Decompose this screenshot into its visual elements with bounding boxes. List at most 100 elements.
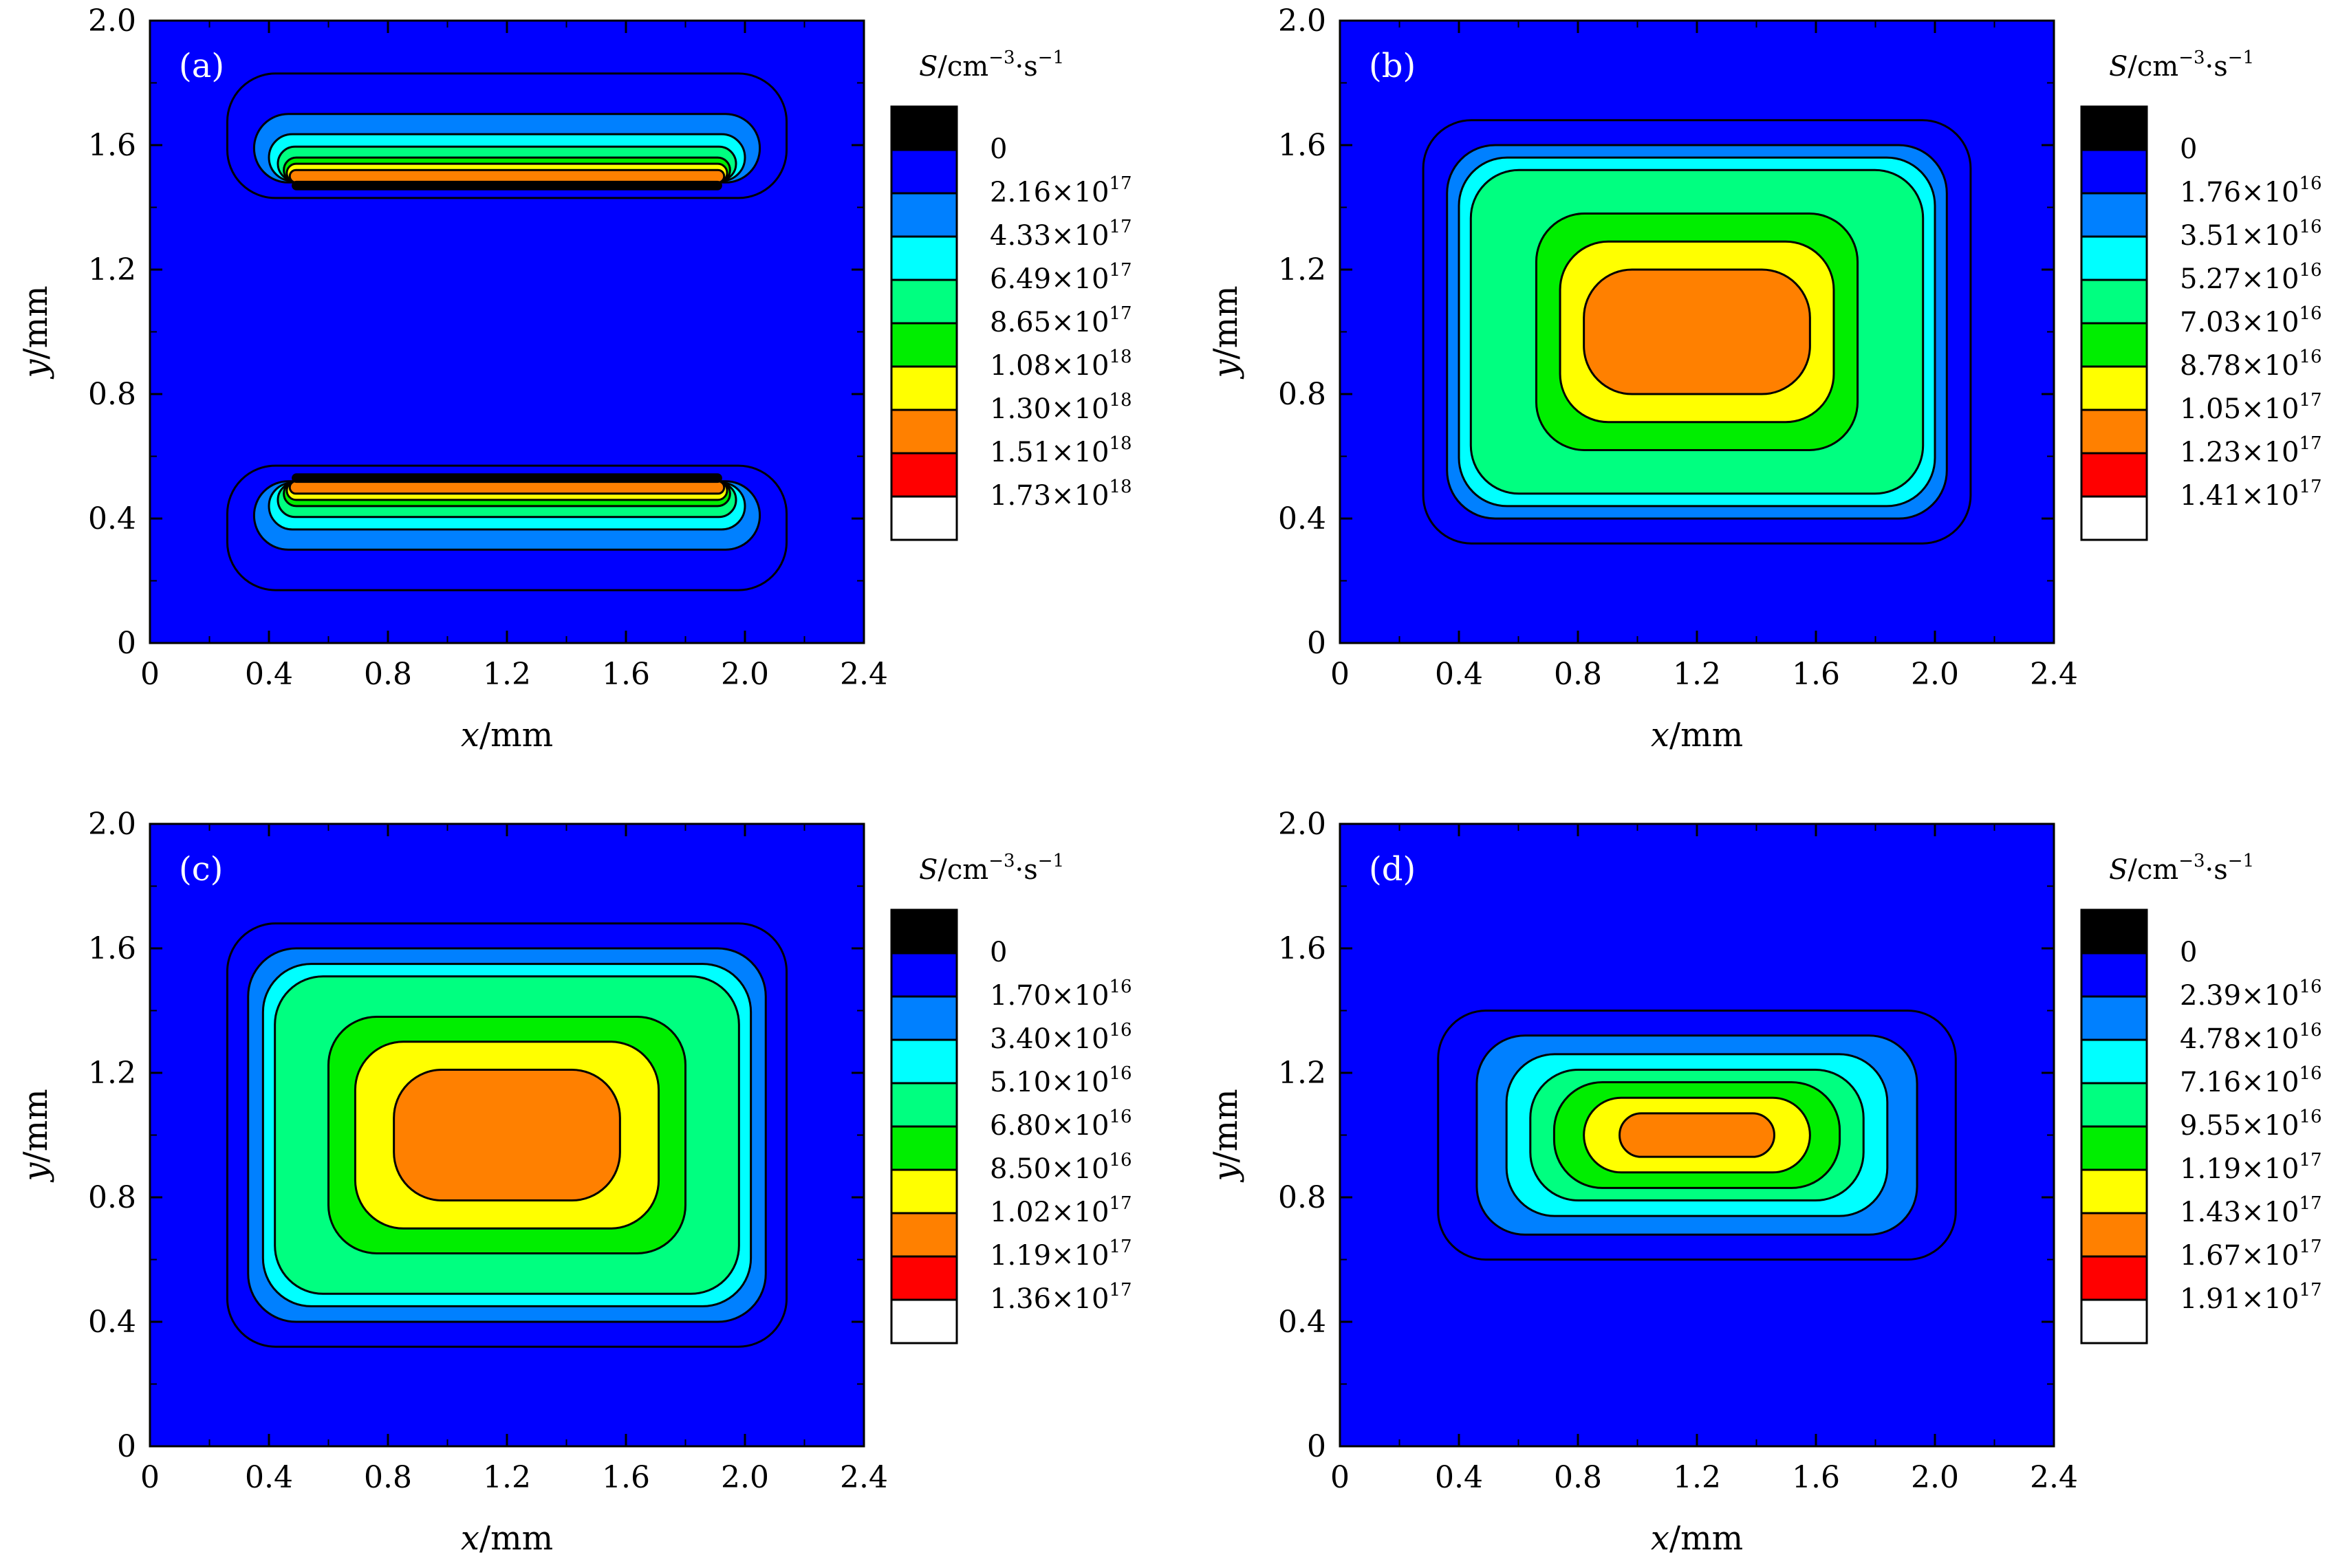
legend-swatch [890, 149, 958, 195]
legend-label: 1.19×1017 [2180, 1150, 2322, 1185]
legend-swatch [890, 1168, 958, 1215]
y-tick-label: 0.4 [88, 1305, 136, 1340]
contour-region [1619, 1112, 1775, 1158]
legend-label: 0 [990, 133, 1007, 165]
y-tick-label: 0.8 [1278, 1180, 1326, 1215]
contour-regions [226, 922, 788, 1348]
contour-region [292, 473, 722, 483]
legend-label: 0 [2180, 937, 2197, 968]
chart-panel: 0 0.4 0.8 1.2 1.6 2.0 2.4 0 0.4 0.8 1.2 1.6 2.0 x/mm y… [17, 807, 1132, 1558]
x-tick-label: 0.4 [1435, 1460, 1483, 1495]
chart-panel: 0 0.4 0.8 1.2 1.6 2.0 2.4 0 0.4 0.8 1.2 1.6 2.0 x/mm y… [1206, 807, 2322, 1558]
panel-label: (c) [179, 850, 223, 889]
y-tick-label: 0.8 [88, 377, 136, 412]
y-axis-label: y/mm [17, 1089, 55, 1182]
x-tick-label: 0 [140, 1460, 160, 1495]
x-tick-label: 0 [140, 657, 160, 692]
panel-label: (b) [1369, 47, 1416, 85]
x-tick-label: 0.8 [364, 1460, 412, 1495]
contour-region [393, 1068, 621, 1202]
x-tick-label: 1.2 [483, 1460, 531, 1495]
legend-swatch [890, 322, 958, 368]
legend-label: 4.33×1017 [990, 217, 1132, 252]
x-tick-label: 2.4 [840, 657, 888, 692]
x-tick-label: 1.6 [1792, 1460, 1840, 1495]
legend: S/cm−3·s−1 0 2.16×1017 4.33×1017 6.49×1017 8.… [890, 47, 1132, 541]
x-tick-label: 1.6 [1792, 657, 1840, 692]
legend-label: 6.49×1017 [990, 260, 1132, 295]
legend-swatch [2080, 452, 2148, 498]
x-tick-label: 2.4 [840, 1460, 888, 1495]
x-tick-label: 2.0 [1911, 1460, 1959, 1495]
legend-label: 5.10×1016 [990, 1063, 1132, 1098]
legend-label: 1.19×1017 [990, 1237, 1132, 1272]
y-tick-label: 0.8 [88, 1180, 136, 1215]
x-tick-label: 1.2 [1673, 1460, 1721, 1495]
y-tick-label: 0 [1307, 626, 1326, 661]
legend-label: 8.78×1016 [2180, 347, 2322, 382]
legend-swatch [2080, 322, 2148, 368]
legend-swatch [2080, 995, 2148, 1041]
legend-label: 1.91×1017 [2180, 1280, 2322, 1315]
legend-label: 1.51×1018 [990, 433, 1132, 468]
legend-label: 3.51×1016 [2180, 217, 2322, 252]
x-tick-label: 0.4 [245, 1460, 293, 1495]
legend-swatch [2080, 1212, 2148, 1258]
legend-label: 6.80×1016 [990, 1107, 1132, 1142]
legend-swatch [890, 1212, 958, 1258]
legend-swatch [890, 105, 958, 151]
legend-swatch [2080, 409, 2148, 455]
legend-swatch [2080, 279, 2148, 325]
legend-swatch [890, 908, 958, 955]
x-axis-label: x/mm [1651, 716, 1743, 754]
legend-label: 1.41×1017 [2180, 477, 2322, 512]
legend-label: 3.40×1016 [990, 1020, 1132, 1055]
contour-region [1583, 268, 1811, 395]
legend: S/cm−3·s−1 0 1.70×1016 3.40×1016 5.10×1016 6.… [890, 851, 1132, 1344]
legend-label: 1.43×1017 [2180, 1193, 2322, 1228]
legend-swatch [890, 1255, 958, 1301]
legend-label: 1.76×1016 [2180, 173, 2322, 208]
x-tick-label: 2.4 [2030, 1460, 2078, 1495]
legend-swatch [2080, 1298, 2148, 1344]
legend-label: 1.73×1018 [990, 477, 1132, 512]
legend-label: 1.36×1017 [990, 1280, 1132, 1315]
legend-label: 1.67×1017 [2180, 1237, 2322, 1272]
y-tick-label: 1.2 [1278, 252, 1326, 287]
contour-region [288, 168, 726, 184]
chart-panel: 0 0.4 0.8 1.2 1.6 2.0 2.4 0 0.4 0.8 1.2 1.6 2.0 x/mm y… [1206, 3, 2322, 754]
legend-label: 5.27×1016 [2180, 260, 2322, 295]
y-tick-label: 0.4 [88, 501, 136, 536]
panel-label: (a) [179, 47, 224, 85]
x-tick-label: 1.2 [483, 657, 531, 692]
legend-swatch [890, 279, 958, 325]
x-tick-label: 2.0 [1911, 657, 1959, 692]
chart-panel: 0 0.4 0.8 1.2 1.6 2.0 2.4 0 0.4 0.8 1.2 1.6 2.0 x/mm y… [17, 3, 1132, 754]
legend-label: 1.23×1017 [2180, 433, 2322, 468]
x-axis-label: x/mm [461, 716, 553, 754]
x-tick-label: 0.4 [1435, 657, 1483, 692]
y-tick-label: 0 [1307, 1429, 1326, 1464]
y-tick-label: 2.0 [1278, 807, 1326, 842]
legend-swatch [890, 1082, 958, 1128]
legend-swatch [2080, 1038, 2148, 1085]
x-tick-label: 1.6 [602, 657, 650, 692]
y-tick-label: 2.0 [1278, 3, 1326, 39]
x-tick-label: 0.8 [1554, 1460, 1602, 1495]
legend-label: 0 [2180, 133, 2197, 165]
x-tick-label: 2.4 [2030, 657, 2078, 692]
legend-swatch [890, 1038, 958, 1085]
x-tick-label: 1.6 [602, 1460, 650, 1495]
legend-swatch [2080, 365, 2148, 411]
legend-swatch [2080, 105, 2148, 151]
legend-label: 7.16×1016 [2180, 1063, 2322, 1098]
legend-swatch [2080, 495, 2148, 541]
legend-swatch [2080, 1082, 2148, 1128]
y-tick-label: 1.2 [88, 252, 136, 287]
y-tick-label: 0.4 [1278, 501, 1326, 536]
legend-swatch [2080, 235, 2148, 281]
legend-label: 7.03×1016 [2180, 303, 2322, 338]
legend-swatch [2080, 1168, 2148, 1215]
